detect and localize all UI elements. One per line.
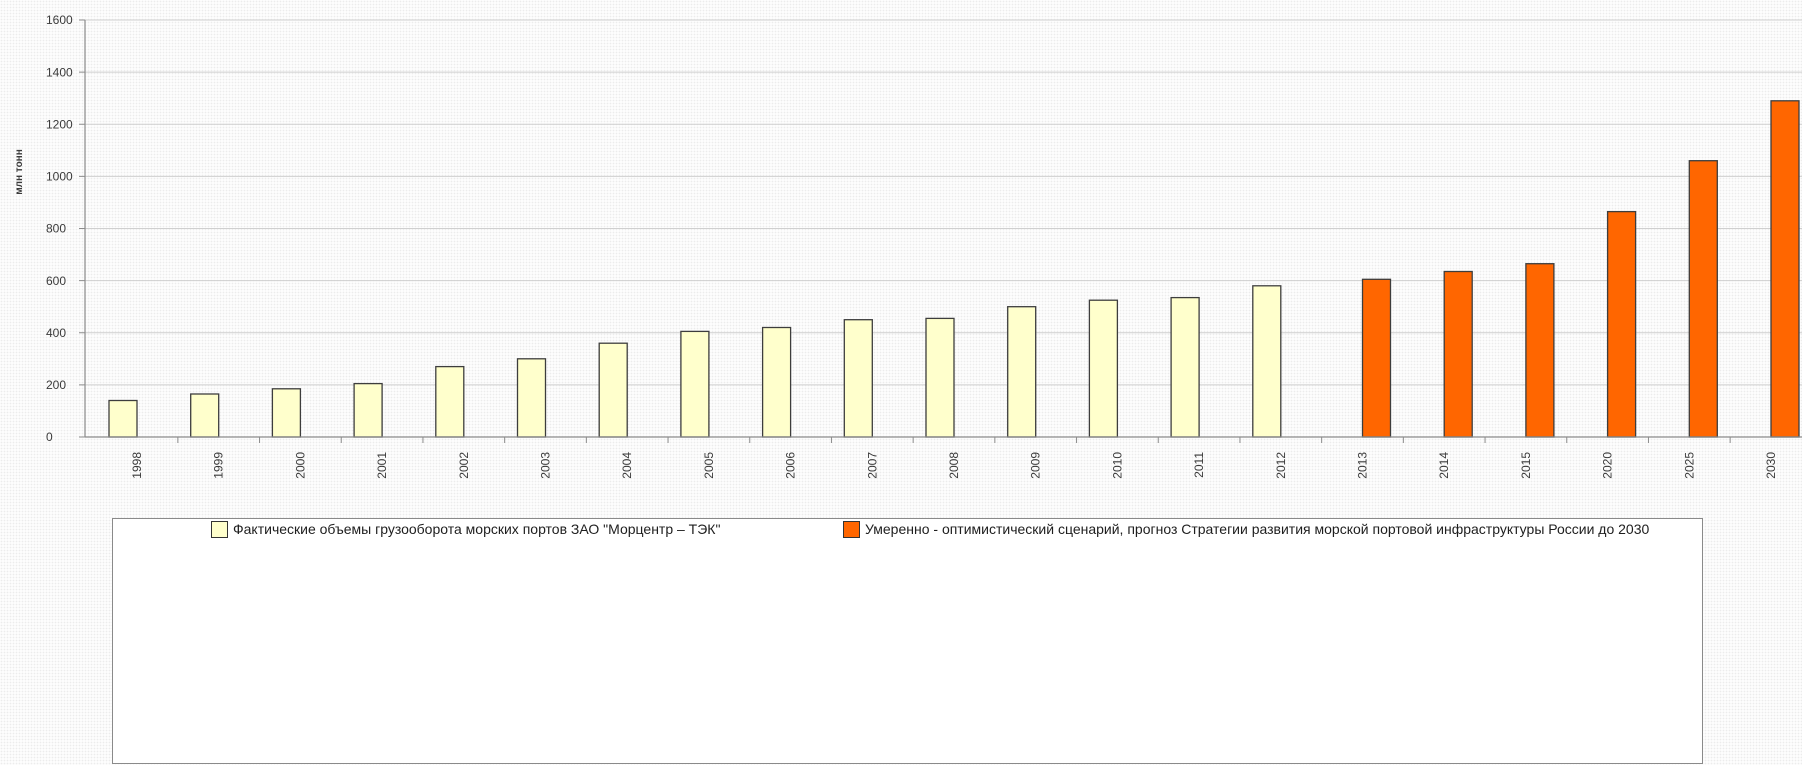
x-tick-label-1999: 1999 — [212, 452, 226, 479]
y-tick-label-1000: 1000 — [46, 170, 73, 184]
y-axis: 0 200 400 600 800 1000 1200 1400 1600 — [46, 13, 86, 444]
x-tick-label-2030: 2030 — [1764, 452, 1778, 479]
bar-series2-2013 — [1361, 278, 1392, 438]
bar-series1-2002 — [435, 365, 465, 438]
x-tick-label-2012: 2012 — [1274, 452, 1288, 479]
x-tick-label-2000: 2000 — [293, 452, 307, 479]
x-tick-label-2005: 2005 — [702, 452, 716, 479]
legend-item-forecast: Умеренно - оптимистический сценарий, про… — [843, 520, 1649, 538]
y-tick-label-0: 0 — [46, 430, 53, 444]
bar-series1-2003 — [516, 358, 547, 438]
legend-label-actual: Фактические объемы грузооборота морских … — [233, 521, 721, 537]
bar-series1-2001 — [353, 382, 383, 438]
legend-swatch-actual — [211, 520, 228, 538]
bar-series1-2007 — [843, 319, 873, 438]
y-tick-label-1200: 1200 — [46, 117, 73, 131]
bar-series1-2004 — [598, 342, 628, 438]
x-tick-label-2011: 2011 — [1192, 452, 1206, 478]
x-tick-label-2020: 2020 — [1601, 452, 1615, 479]
bar-series2-2030 — [1770, 100, 1800, 438]
bar-series1-1999 — [190, 393, 220, 438]
y-tick-label-1400: 1400 — [46, 65, 73, 79]
x-tick-label-2006: 2006 — [784, 452, 798, 479]
y-tick-label-200: 200 — [46, 378, 66, 392]
bar-series1-2009 — [1007, 306, 1037, 438]
bars — [108, 100, 1800, 438]
bar-series1-2000 — [271, 388, 302, 438]
x-tick-label-2010: 2010 — [1110, 452, 1124, 479]
x-tick-label-2008: 2008 — [947, 452, 961, 479]
x-tick-label-2001: 2001 — [375, 452, 389, 479]
bar-series1-1998 — [108, 399, 138, 438]
x-tick-label-2009: 2009 — [1029, 452, 1043, 479]
bar-series2-2015 — [1525, 263, 1555, 438]
bar-series1-2010 — [1088, 299, 1119, 438]
x-tick-label-1998: 1998 — [130, 452, 144, 479]
y-axis-title: млн тонн — [14, 149, 25, 195]
x-tick-label-2025: 2025 — [1682, 452, 1696, 479]
legend-swatch-forecast — [843, 520, 860, 538]
legend-item-actual: Фактические объемы грузооборота морских … — [211, 520, 720, 538]
legend-label-forecast: Умеренно - оптимистический сценарий, про… — [865, 521, 1650, 537]
x-tick-label-2004: 2004 — [620, 452, 634, 479]
bar-series2-2020 — [1606, 210, 1637, 438]
bar-series2-2014 — [1443, 270, 1473, 438]
y-tick-label-800: 800 — [46, 222, 66, 236]
x-axis: 1998 1999 2000 2001 2002 2003 2004 2005 2006 2007… — [85, 436, 1802, 479]
bar-series1-2006 — [761, 326, 792, 438]
x-tick-label-2015: 2015 — [1519, 452, 1533, 479]
bar-series2-2025 — [1688, 160, 1718, 438]
x-tick-label-2013: 2013 — [1356, 452, 1370, 479]
bar-series1-2005 — [680, 330, 710, 438]
legend: Фактические объемы грузооборота морских … — [112, 518, 1703, 764]
gridlines — [85, 19, 1802, 386]
bar-chart: млн тонн 0 200 400 600 800 1000 1200 1400 1600 19… — [14, 13, 1802, 479]
x-tick-label-2002: 2002 — [457, 452, 471, 479]
bar-series1-2008 — [925, 317, 955, 438]
bar-series1-2011 — [1170, 296, 1200, 438]
y-tick-label-600: 600 — [46, 274, 66, 288]
y-tick-label-400: 400 — [46, 326, 66, 340]
y-tick-label-1600: 1600 — [46, 13, 73, 27]
bar-series1-2012 — [1252, 285, 1282, 438]
x-tick-label-2003: 2003 — [539, 452, 553, 479]
x-tick-label-2007: 2007 — [865, 452, 879, 479]
x-tick-label-2014: 2014 — [1437, 452, 1451, 479]
